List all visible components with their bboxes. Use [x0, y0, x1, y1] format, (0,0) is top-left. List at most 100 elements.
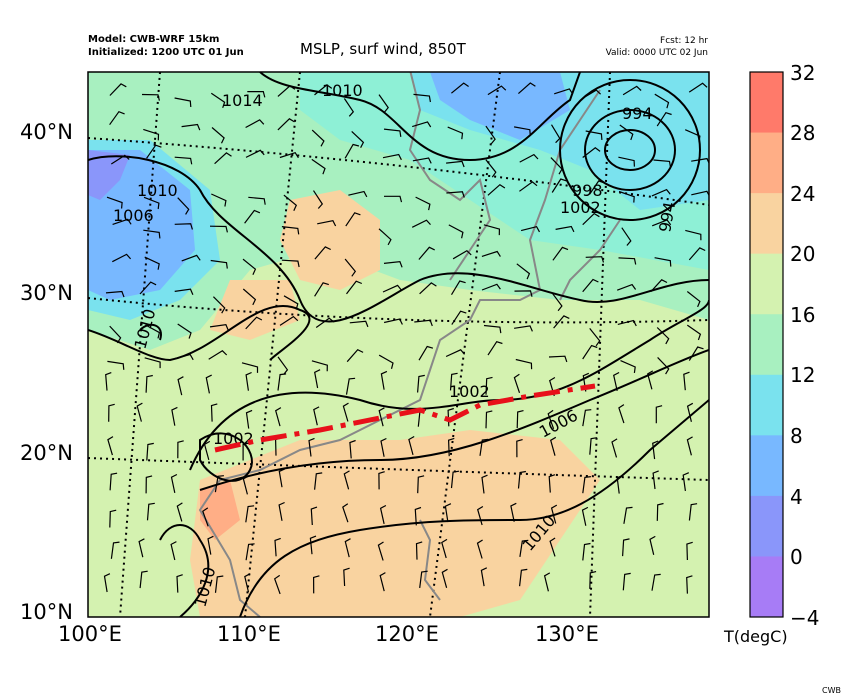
wind-barb [214, 475, 224, 493]
wind-barb [346, 280, 363, 295]
wind-barb [181, 123, 201, 131]
wind-barb [242, 442, 250, 461]
wind-barb [551, 178, 567, 193]
wind-barb [476, 505, 484, 526]
wind-barb [279, 151, 299, 159]
wind-barb [174, 288, 194, 295]
wind-barb [550, 124, 561, 144]
lat-label-40n: 40°N [20, 120, 73, 144]
wind-barb [343, 567, 350, 587]
wind-barb [241, 362, 259, 373]
lon-label-110e: 110°E [217, 622, 281, 646]
wind-barb [177, 376, 184, 396]
colorbar-tick-12: 12 [790, 363, 816, 387]
wind-barb [312, 190, 324, 209]
wind-barb [344, 258, 357, 277]
wind-barb [174, 223, 193, 230]
wind-barb [313, 406, 320, 426]
wind-barb [245, 505, 255, 523]
wind-barb [550, 504, 558, 524]
wind-barb [589, 571, 597, 589]
lon-label-120e: 120°E [375, 622, 439, 646]
wind-barb [107, 360, 125, 370]
wind-barb [214, 152, 232, 165]
isobar-label-1002-west: 1002 [213, 429, 254, 448]
wind-barb [315, 317, 335, 328]
stationary-front [214, 383, 596, 453]
wind-barb [311, 360, 328, 372]
wind-barb [247, 91, 266, 98]
wind-barb [589, 437, 598, 455]
wind-barb [451, 310, 467, 325]
wind-barb [549, 436, 557, 456]
wind-barb [515, 358, 533, 370]
colorbar-frame [749, 71, 784, 618]
wind-barb [345, 377, 356, 395]
colorbar-segment [750, 72, 783, 134]
wind-barb [245, 543, 255, 561]
wind-barb [582, 147, 601, 158]
wind-barb [514, 325, 533, 332]
wind-barb [181, 254, 201, 262]
wind-barb [145, 374, 153, 393]
wind-barb [245, 371, 252, 391]
wind-barb [177, 323, 192, 339]
wind-barb [582, 89, 602, 99]
wind-barb [274, 537, 281, 557]
wind-barb [656, 502, 664, 521]
wind-barb [487, 183, 506, 196]
wind-barb [656, 327, 670, 345]
wind-barb [248, 196, 266, 205]
wind-barb [146, 502, 155, 521]
colorbar-tick-0: 0 [790, 545, 803, 569]
wind-barb [519, 181, 538, 192]
wind-barb [107, 436, 114, 456]
wind-barb [351, 130, 365, 148]
wind-barb [344, 143, 360, 159]
wind-barb [441, 538, 448, 559]
lat-label-30n: 30°N [20, 281, 73, 305]
colorbar-tick-20: 20 [790, 242, 816, 266]
wind-barb [408, 435, 415, 456]
wind-barb [314, 472, 323, 490]
wind-barb [139, 281, 157, 295]
forecast-hour: Fcst: 12 hr [660, 36, 708, 46]
wind-barb [379, 504, 387, 525]
colorbar-tick-28: 28 [790, 121, 816, 145]
wind-barb [342, 402, 349, 422]
wind-barb [589, 328, 601, 347]
wind-barb [214, 575, 224, 593]
wind-barb [446, 160, 465, 168]
wind-barb [211, 193, 227, 207]
wind-barb [110, 154, 130, 165]
wind-barb [109, 325, 122, 344]
wind-barb [245, 149, 265, 158]
wind-barb [203, 440, 211, 461]
wind-barb [273, 574, 281, 595]
wind-barb [378, 354, 394, 369]
wind-barb [138, 538, 145, 558]
wind-barb [103, 573, 111, 593]
wind-barb [543, 572, 551, 592]
colorbar-tick-32: 32 [790, 61, 816, 85]
wind-barb [141, 93, 160, 101]
wind-barb [450, 470, 460, 489]
wind-barb [445, 349, 465, 358]
wind-barb [414, 319, 433, 327]
valid-time: Valid: 0000 UTC 02 Jun [605, 48, 708, 58]
wind-barb [277, 85, 296, 97]
colorbar-tick-24: 24 [790, 182, 816, 206]
wind-barb [311, 129, 325, 147]
wind-barb [552, 246, 569, 261]
map-plot-area: 1014 1010 994 998 1002 1010 1006 1010 10… [88, 72, 709, 617]
wind-barb [170, 541, 177, 561]
wind-barb [245, 119, 265, 129]
wind-barb [582, 542, 591, 561]
wind-barb [516, 410, 524, 429]
wind-barb [109, 472, 118, 491]
wind-barb [647, 370, 654, 390]
wind-barb [210, 259, 228, 269]
colorbar-segment [750, 253, 783, 315]
wind-barb [686, 324, 702, 341]
wind-barb [655, 405, 663, 424]
